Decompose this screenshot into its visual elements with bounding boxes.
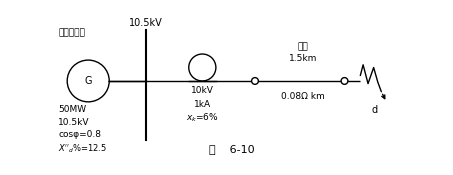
Text: d: d xyxy=(371,105,377,115)
Text: 1.5km: 1.5km xyxy=(289,54,318,64)
Text: 50MW: 50MW xyxy=(58,104,87,114)
Text: 图    6-10: 图 6-10 xyxy=(209,144,255,154)
Ellipse shape xyxy=(341,78,348,84)
Text: 10.5kV: 10.5kV xyxy=(129,18,163,28)
Text: 1kA: 1kA xyxy=(194,100,211,109)
Ellipse shape xyxy=(251,78,258,84)
Text: $X''_d$%=12.5: $X''_d$%=12.5 xyxy=(58,142,107,155)
Text: cosφ=0.8: cosφ=0.8 xyxy=(58,130,101,139)
Text: 电缆: 电缆 xyxy=(298,42,308,51)
Text: 汽轮发电机: 汽轮发电机 xyxy=(58,28,85,37)
Text: 10.5kV: 10.5kV xyxy=(58,118,90,127)
Text: 10kV: 10kV xyxy=(191,86,214,95)
Text: G: G xyxy=(84,76,92,86)
Text: $x_k$=6%: $x_k$=6% xyxy=(186,112,219,124)
Text: 0.08Ω km: 0.08Ω km xyxy=(281,92,325,101)
